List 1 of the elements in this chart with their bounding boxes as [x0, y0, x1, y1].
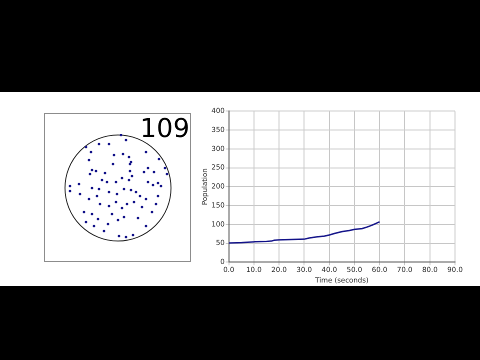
text: 109 — [140, 114, 190, 144]
